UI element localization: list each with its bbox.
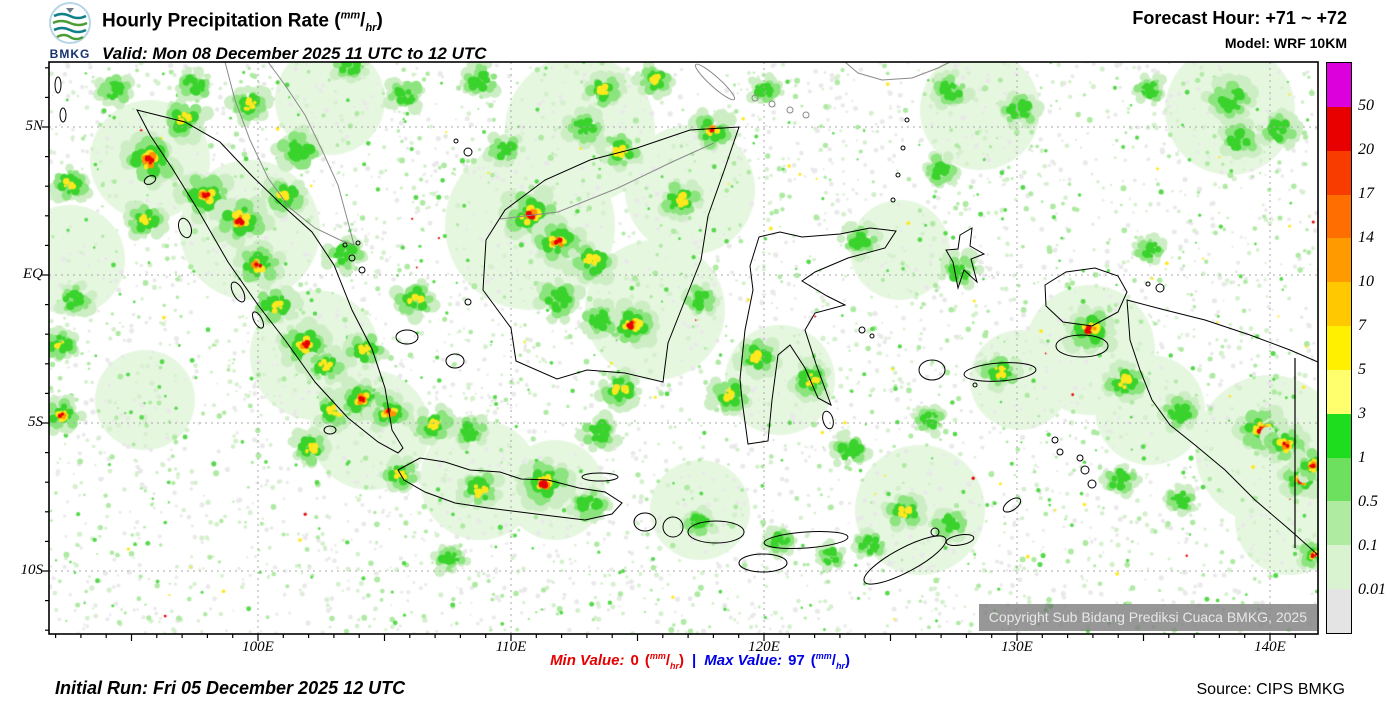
legend-color-5 bbox=[1327, 282, 1351, 327]
min-unit: (mm/hr) bbox=[644, 651, 685, 671]
legend-color-8 bbox=[1327, 413, 1351, 458]
max-value-label: Max Value: bbox=[704, 652, 783, 669]
minmax-separator: | bbox=[692, 652, 697, 669]
copyright-watermark: Copyright Sub Bidang Prediksi Cuaca BMKG… bbox=[978, 604, 1317, 631]
legend-value-label: 0.5 bbox=[1358, 493, 1378, 510]
forecast-block: Forecast Hour: +71 ~ +72 Model: WRF 10KM bbox=[1132, 5, 1347, 55]
source-label: Source: CIPS BMKG bbox=[1196, 681, 1346, 698]
legend-value-label: 10 bbox=[1358, 273, 1374, 290]
lon-label-140e: 140E bbox=[1254, 639, 1286, 655]
lat-label-10s: 10S bbox=[20, 562, 44, 578]
legend-value-label: 14 bbox=[1358, 229, 1374, 246]
legend-value-label: 50 bbox=[1358, 97, 1374, 114]
lon-label-100e: 100E bbox=[242, 639, 274, 655]
bmkg-logo: BMKG bbox=[42, 1, 98, 61]
legend-value-label: 17 bbox=[1358, 185, 1374, 202]
lon-label-130e: 130E bbox=[1001, 639, 1033, 655]
min-value-label: Min Value: bbox=[550, 652, 625, 669]
legend-value-label: 0.01 bbox=[1358, 581, 1386, 598]
legend-color-0 bbox=[1327, 63, 1351, 107]
legend-color-10 bbox=[1327, 501, 1351, 546]
legend-color-9 bbox=[1327, 457, 1351, 502]
legend-value-label: 0.1 bbox=[1358, 537, 1378, 554]
bmkg-logo-text: BMKG bbox=[49, 47, 91, 61]
legend-value-label: 5 bbox=[1358, 361, 1366, 378]
legend-color-11 bbox=[1327, 545, 1351, 590]
max-unit: (mm/hr) bbox=[810, 651, 850, 671]
page-title-text: Hourly Precipitation Rate bbox=[102, 10, 329, 32]
legend-value-label: 1 bbox=[1358, 449, 1366, 466]
forecast-hour: Forecast Hour: +71 ~ +72 bbox=[1132, 8, 1347, 28]
min-value: 0 bbox=[630, 652, 639, 669]
valid-time: Valid: Mon 08 December 2025 11 UTC to 12… bbox=[102, 44, 487, 64]
legend-value-label: 20 bbox=[1358, 141, 1374, 158]
initial-run: Initial Run: Fri 05 December 2025 12 UTC bbox=[55, 678, 406, 698]
lon-label-120e: 120E bbox=[748, 639, 780, 655]
legend-colorbar bbox=[1326, 62, 1352, 634]
legend-color-4 bbox=[1327, 238, 1351, 283]
lat-label-eq: EQ bbox=[23, 266, 43, 282]
max-value: 97 bbox=[788, 652, 805, 669]
legend-color-1 bbox=[1327, 106, 1351, 151]
model-label: Model: WRF 10KM bbox=[1224, 35, 1347, 51]
legend-color-12 bbox=[1327, 589, 1351, 633]
legend-value-label: 3 bbox=[1358, 405, 1366, 422]
lon-label-110e: 110E bbox=[495, 639, 527, 655]
legend-color-6 bbox=[1327, 326, 1351, 370]
lat-label-5s: 5S bbox=[28, 414, 43, 430]
title-unit: (mm/hr) bbox=[334, 10, 383, 35]
legend-color-3 bbox=[1327, 194, 1351, 239]
legend-color-2 bbox=[1327, 150, 1351, 195]
minmax-line: Min Value: 0 (mm/hr) | Max Value: 97 (mm/hr) bbox=[0, 651, 1400, 671]
max-value-group: Max Value: 97 (mm/hr) bbox=[704, 651, 850, 671]
legend-color-7 bbox=[1327, 369, 1351, 414]
legend-value-label: 7 bbox=[1358, 317, 1366, 334]
bmkg-logo-icon bbox=[49, 2, 91, 44]
page-title: Hourly Precipitation Rate (mm/hr) bbox=[102, 3, 487, 41]
precipitation-map-canvas bbox=[49, 62, 1319, 634]
min-value-group: Min Value: 0 (mm/hr) bbox=[550, 651, 685, 671]
lat-label-5n: 5N bbox=[25, 118, 43, 134]
title-block: Hourly Precipitation Rate (mm/hr) Valid:… bbox=[102, 3, 487, 67]
